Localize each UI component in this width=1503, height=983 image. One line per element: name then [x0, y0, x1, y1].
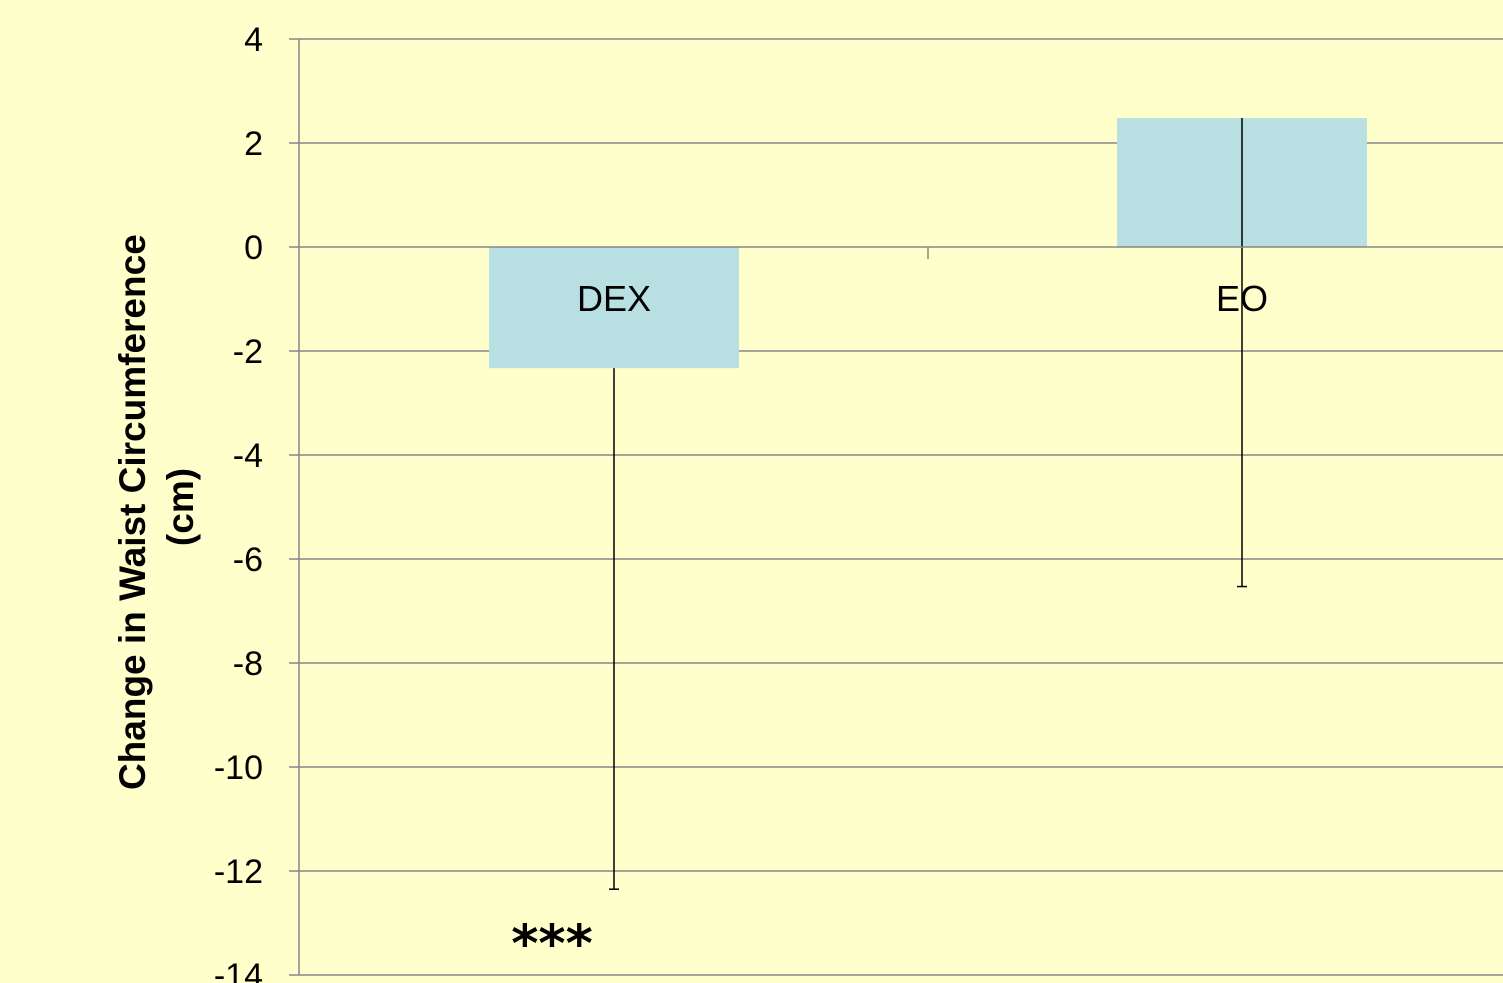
- significance-annotation: ***: [511, 914, 593, 974]
- y-tick-label: -2: [233, 333, 263, 371]
- y-tick-label: -8: [233, 645, 263, 683]
- category-label-dex: DEX: [577, 278, 651, 319]
- y-tick-label: -6: [233, 541, 263, 579]
- y-tick-label: 0: [244, 229, 263, 267]
- y-tick-label: 2: [244, 125, 263, 163]
- y-tick-label: -10: [214, 749, 263, 787]
- y-tick-label: -12: [214, 853, 263, 891]
- bar-dex: [489, 247, 739, 369]
- y-axis-title: Change in Waist Circumference (cm): [112, 224, 201, 790]
- y-tick-label: -4: [233, 437, 263, 475]
- error-bars: [609, 118, 1247, 890]
- y-axis: 4 2 0 -2 -4 -6 -8 -10 -12 -14: [214, 21, 1503, 983]
- y-axis-title-line-2: (cm): [160, 468, 201, 546]
- annotations: ***: [511, 914, 593, 974]
- y-tick-label: 4: [244, 21, 263, 59]
- y-tick-label: -14: [214, 957, 263, 983]
- y-axis-title-line-1: Change in Waist Circumference: [112, 234, 153, 790]
- category-labels: DEX EO: [577, 278, 1268, 319]
- category-label-eo: EO: [1216, 278, 1268, 319]
